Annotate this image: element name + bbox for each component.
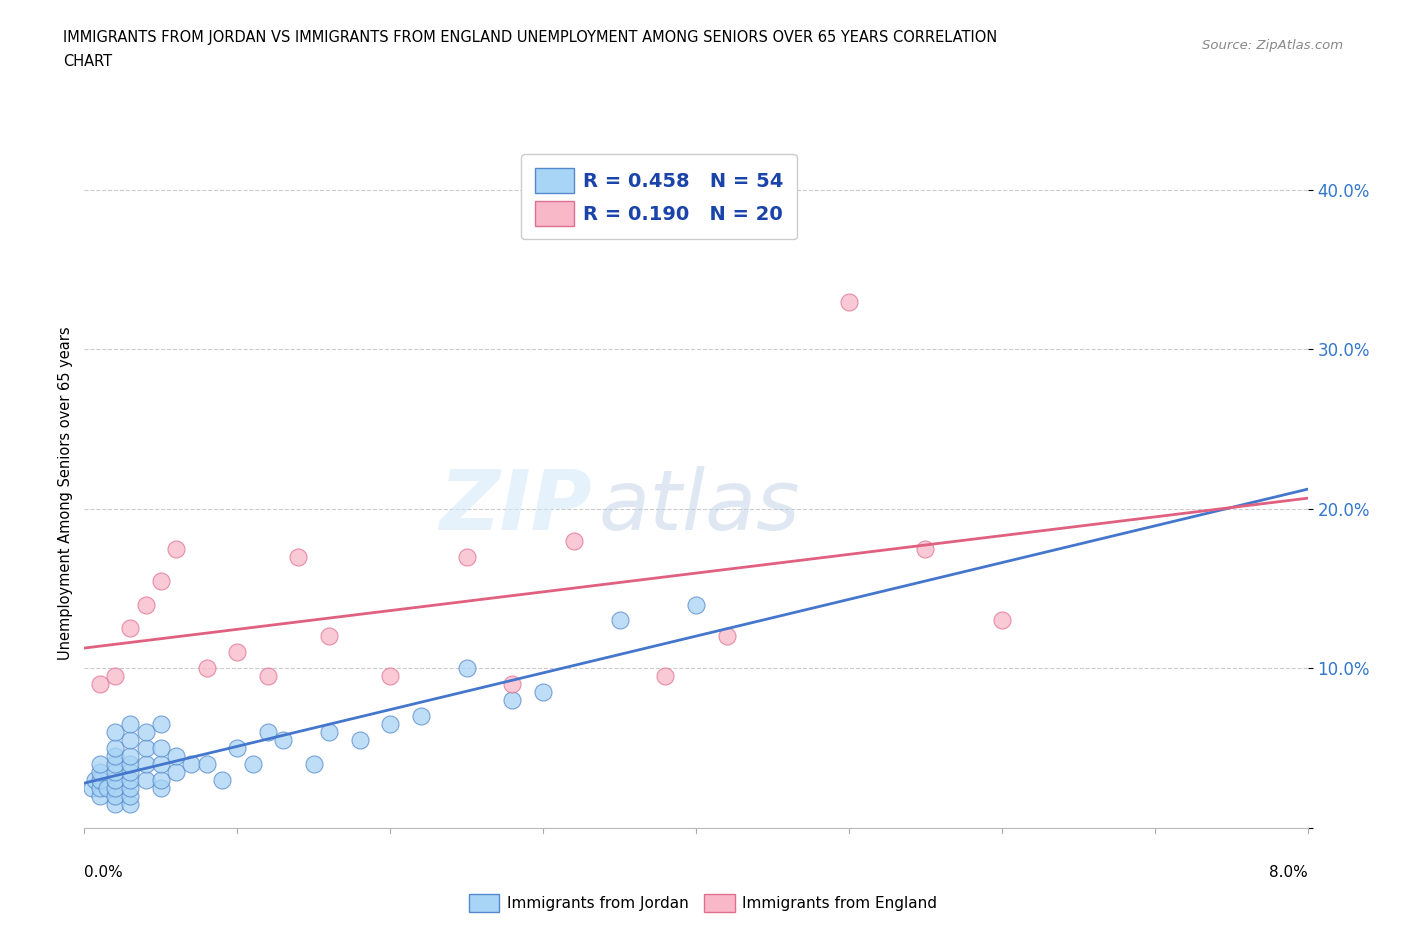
- Point: [96, 780, 118, 795]
- Point: [89, 780, 111, 795]
- Text: CHART: CHART: [63, 54, 112, 69]
- Point: [257, 724, 280, 739]
- Point: [654, 669, 676, 684]
- Point: [165, 749, 187, 764]
- Point: [562, 533, 585, 548]
- Point: [685, 597, 707, 612]
- Point: [195, 756, 218, 771]
- Point: [531, 684, 554, 699]
- Point: [226, 644, 249, 659]
- Point: [409, 709, 432, 724]
- Point: [89, 756, 111, 771]
- Point: [120, 749, 142, 764]
- Point: [180, 756, 202, 771]
- Point: [104, 740, 127, 755]
- Point: [211, 773, 233, 788]
- Point: [104, 724, 127, 739]
- Point: [104, 796, 127, 811]
- Legend: R = 0.458   N = 54, R = 0.190   N = 20: R = 0.458 N = 54, R = 0.190 N = 20: [522, 154, 797, 239]
- Point: [89, 677, 111, 692]
- Point: [149, 780, 172, 795]
- Point: [120, 789, 142, 804]
- Text: 8.0%: 8.0%: [1268, 865, 1308, 880]
- Point: [120, 773, 142, 788]
- Point: [149, 740, 172, 755]
- Point: [318, 629, 340, 644]
- Point: [609, 613, 631, 628]
- Point: [914, 541, 936, 556]
- Point: [135, 740, 157, 755]
- Point: [120, 733, 142, 748]
- Point: [165, 541, 187, 556]
- Point: [135, 597, 157, 612]
- Point: [104, 669, 127, 684]
- Y-axis label: Unemployment Among Seniors over 65 years: Unemployment Among Seniors over 65 years: [58, 326, 73, 659]
- Point: [120, 780, 142, 795]
- Point: [120, 796, 142, 811]
- Point: [89, 764, 111, 779]
- Point: [380, 717, 402, 732]
- Point: [990, 613, 1012, 628]
- Point: [135, 724, 157, 739]
- Point: [120, 764, 142, 779]
- Text: ZIP: ZIP: [439, 466, 592, 547]
- Point: [84, 773, 107, 788]
- Point: [242, 756, 264, 771]
- Text: 0.0%: 0.0%: [84, 865, 124, 880]
- Point: [104, 756, 127, 771]
- Point: [104, 773, 127, 788]
- Point: [135, 773, 157, 788]
- Point: [89, 773, 111, 788]
- Point: [271, 733, 294, 748]
- Point: [456, 550, 478, 565]
- Point: [838, 294, 860, 309]
- Text: Source: ZipAtlas.com: Source: ZipAtlas.com: [1202, 39, 1343, 52]
- Point: [104, 780, 127, 795]
- Point: [287, 550, 309, 565]
- Point: [89, 789, 111, 804]
- Legend: Immigrants from Jordan, Immigrants from England: Immigrants from Jordan, Immigrants from …: [463, 888, 943, 918]
- Point: [104, 749, 127, 764]
- Point: [120, 621, 142, 636]
- Point: [349, 733, 371, 748]
- Point: [80, 780, 103, 795]
- Point: [120, 756, 142, 771]
- Point: [165, 764, 187, 779]
- Point: [456, 661, 478, 676]
- Point: [716, 629, 738, 644]
- Point: [380, 669, 402, 684]
- Text: atlas: atlas: [598, 466, 800, 547]
- Text: IMMIGRANTS FROM JORDAN VS IMMIGRANTS FROM ENGLAND UNEMPLOYMENT AMONG SENIORS OVE: IMMIGRANTS FROM JORDAN VS IMMIGRANTS FRO…: [63, 30, 997, 45]
- Point: [501, 693, 523, 708]
- Point: [149, 756, 172, 771]
- Point: [149, 573, 172, 588]
- Point: [104, 789, 127, 804]
- Point: [120, 717, 142, 732]
- Point: [226, 740, 249, 755]
- Point: [302, 756, 325, 771]
- Point: [318, 724, 340, 739]
- Point: [135, 756, 157, 771]
- Point: [257, 669, 280, 684]
- Point: [195, 661, 218, 676]
- Point: [149, 717, 172, 732]
- Point: [104, 764, 127, 779]
- Point: [501, 677, 523, 692]
- Point: [149, 773, 172, 788]
